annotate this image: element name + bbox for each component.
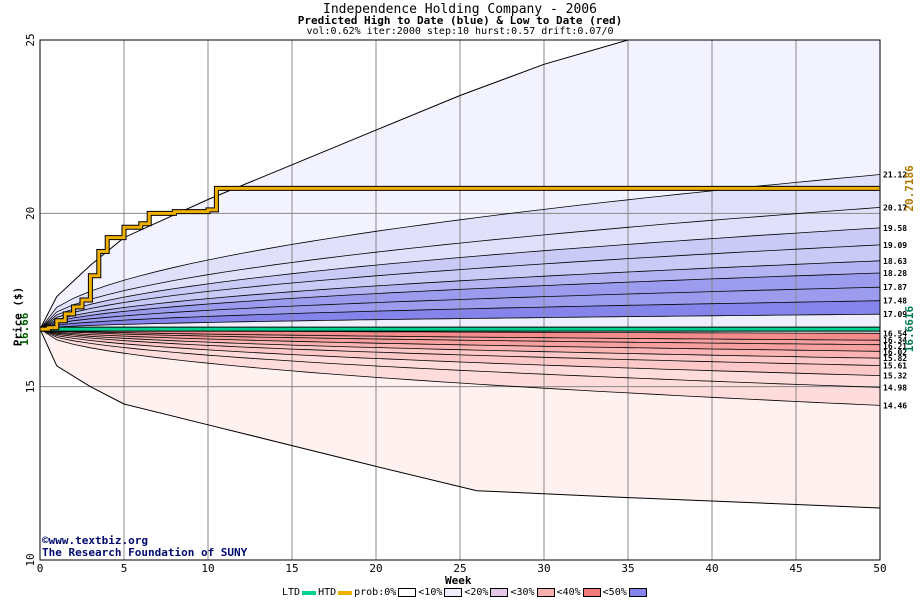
legend-b30: <30% bbox=[510, 587, 535, 598]
quantile-value-label: 14.98 bbox=[883, 383, 907, 392]
lower-envelope-line bbox=[39, 328, 881, 509]
blue-band-6 bbox=[40, 273, 880, 330]
watermark-url[interactable]: ©www.textbiz.org bbox=[42, 534, 148, 547]
blue-band-2 bbox=[40, 207, 880, 330]
legend: LTD HTD prob:0% <10% <20% <30% <40% <50% bbox=[282, 587, 647, 598]
y-tick-label: 15 bbox=[24, 380, 37, 393]
y-tick-label: 10 bbox=[24, 553, 37, 566]
legend-htd-swatch bbox=[338, 590, 353, 595]
blue-quantile-line bbox=[39, 272, 881, 330]
ltd-final-label: 16.6616 bbox=[903, 306, 916, 353]
quantile-value-label: 15.82 bbox=[883, 354, 907, 363]
legend-swatch-0 bbox=[398, 588, 417, 597]
chart-subtitle: Predicted High to Date (blue) & Low to D… bbox=[297, 14, 623, 27]
chart-title: Independence Holding Company - 2006 bbox=[323, 2, 597, 17]
legend-ltd-swatch bbox=[302, 590, 317, 595]
red-quantile-line bbox=[39, 328, 881, 359]
x-axis-label: Week bbox=[445, 574, 472, 587]
htd-final-label: 20.7186 bbox=[903, 165, 916, 212]
quantile-value-label: 17.48 bbox=[883, 297, 907, 306]
blue-quantile-line bbox=[39, 207, 881, 330]
x-tick-label: 20 bbox=[369, 562, 382, 575]
legend-ltd-label: LTD bbox=[282, 587, 301, 598]
x-tick-label: 0 bbox=[37, 562, 44, 575]
legend-htd-label: HTD bbox=[318, 587, 337, 598]
blue-quantile-line bbox=[39, 244, 881, 330]
chart-params: vol:0.62% iter:2000 step:10 hurst:0.57 d… bbox=[306, 26, 614, 37]
blue-quantile-line bbox=[39, 260, 881, 330]
red-band-2 bbox=[40, 329, 880, 345]
legend-swatch-50 bbox=[628, 588, 647, 597]
x-tick-label: 5 bbox=[121, 562, 128, 575]
watermark-org: The Research Foundation of SUNY bbox=[42, 546, 248, 559]
red-band-7 bbox=[40, 329, 880, 388]
start-price-label: 16.66 bbox=[18, 312, 31, 345]
red-quantile-line bbox=[39, 328, 881, 388]
quantile-value-label: 15.61 bbox=[883, 362, 907, 371]
quantile-value-label: 17.87 bbox=[883, 283, 907, 292]
x-tick-label: 45 bbox=[789, 562, 802, 575]
quantile-value-label: 15.32 bbox=[883, 372, 907, 381]
legend-b20: <20% bbox=[464, 587, 489, 598]
plot-frame bbox=[39, 39, 881, 561]
x-tick-label: 25 bbox=[453, 562, 466, 575]
legend-b10: <10% bbox=[418, 587, 443, 598]
legend-swatch-10 bbox=[444, 588, 463, 597]
blue-band-3 bbox=[40, 227, 880, 330]
red-quantile-line bbox=[39, 328, 881, 406]
legend-swatch-40 bbox=[582, 588, 601, 597]
legend-swatch-30 bbox=[536, 588, 555, 597]
x-tick-label: 30 bbox=[537, 562, 550, 575]
quantile-value-label: 19.58 bbox=[883, 224, 907, 233]
blue-quantile-line bbox=[39, 286, 881, 330]
quantile-value-label: 16.21 bbox=[883, 342, 907, 351]
y-tick-label: 20 bbox=[24, 207, 37, 220]
red-quantile-line bbox=[39, 328, 881, 341]
x-tick-label: 35 bbox=[621, 562, 634, 575]
quantile-value-label: 18.63 bbox=[883, 257, 907, 266]
x-tick-label: 50 bbox=[873, 562, 886, 575]
blue-band-5 bbox=[40, 260, 880, 330]
blue-quantile-line bbox=[39, 313, 881, 330]
quantile-value-label: 14.46 bbox=[883, 401, 907, 410]
quantile-value-label: 16.34 bbox=[883, 336, 907, 345]
blue-quantile-line bbox=[39, 300, 881, 330]
red-band-6 bbox=[40, 329, 880, 376]
red-quantile-line bbox=[39, 328, 881, 376]
red-band-4 bbox=[40, 329, 880, 359]
quantile-value-label: 19.09 bbox=[883, 241, 907, 250]
blue-quantile-line bbox=[39, 227, 881, 330]
quantile-value-label: 18.28 bbox=[883, 269, 907, 278]
red-band-5 bbox=[40, 329, 880, 366]
red-quantile-line bbox=[39, 328, 881, 352]
quantile-value-label: 16.54 bbox=[883, 329, 907, 338]
htd-line bbox=[40, 186, 880, 331]
quantile-value-label: 20.17 bbox=[883, 203, 907, 212]
legend-swatch-20 bbox=[490, 588, 509, 597]
x-tick-label: 15 bbox=[285, 562, 298, 575]
red-quantile-line bbox=[39, 328, 881, 366]
upper-envelope-line bbox=[39, 39, 880, 330]
legend-prob-label: prob:0% bbox=[354, 587, 397, 598]
quantile-value-label: 21.12 bbox=[883, 171, 907, 180]
quantile-value-label: 16.02 bbox=[883, 348, 907, 357]
legend-b50: <50% bbox=[602, 587, 627, 598]
x-tick-label: 10 bbox=[201, 562, 214, 575]
blue-band-4 bbox=[40, 244, 880, 330]
y-tick-label: 25 bbox=[24, 33, 37, 46]
legend-b40: <40% bbox=[556, 587, 581, 598]
red-quantile-line bbox=[39, 328, 881, 346]
y-axis-label: Price ($) bbox=[11, 286, 25, 347]
quantile-value-label: 17.09 bbox=[883, 310, 907, 319]
x-tick-label: 40 bbox=[705, 562, 718, 575]
